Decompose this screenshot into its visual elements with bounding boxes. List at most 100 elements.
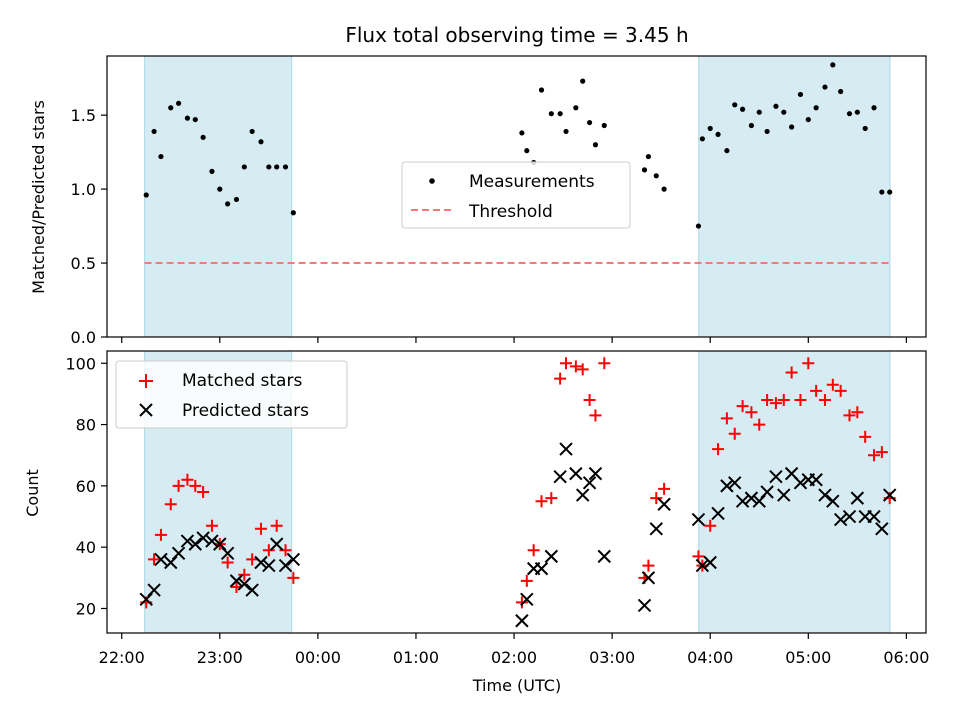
top-measurements-point [887,189,893,195]
bottom-matched-stars-point [181,473,194,486]
bottom-matched-stars-point [576,363,589,376]
bottom-predicted-stars-point [196,531,210,545]
bottom-matched-stars-point [736,400,749,413]
bottom-predicted-stars-point [220,546,235,561]
bottom-matched-stars-point [720,412,733,425]
top-measurements-point [168,105,174,111]
top-measurements-point [601,122,607,129]
bottom-matched-stars-point [554,372,567,385]
x-tick-label: 02:00 [491,648,537,667]
bottom-predicted-stars-point [703,555,717,570]
bottom-predicted-stars-point [769,469,783,484]
top-measurements-point [838,88,844,95]
bottom-predicted-stars-point [637,598,652,613]
top-measurements-point [797,91,804,98]
top-measurements-point [200,134,206,140]
bottom-predicted-stars-point [867,509,881,524]
bottom-predicted-stars-point [544,549,559,564]
x-tick-label: 22:00 [99,648,145,667]
top-measurements-point [592,142,599,148]
bottom-predicted-stars-point [711,506,725,521]
bottom-predicted-stars-point [744,491,759,505]
bottom-matched-stars-point [515,596,528,609]
top-shaded-region [698,55,891,338]
bottom-predicted-stars-point [154,552,168,567]
bottom-matched-stars-point [859,430,872,443]
bottom-legend: Matched stars Predicted stars [115,360,348,429]
x-tick-label: 00:00 [295,648,341,667]
top-measurements-point [586,119,593,126]
bottom-predicted-stars-point [720,479,734,493]
top-measurements-point [645,153,652,160]
top-axes-frame [106,55,927,338]
bottom-predicted-stars-point [833,512,848,527]
bottom-matched-stars-point [728,427,741,440]
bottom-matched-stars-point [154,528,167,541]
bottom-predicted-stars-point [818,488,832,502]
top-measurements-point [830,62,836,68]
bottom-matched-stars-point [650,492,663,505]
bottom-predicted-stars-point [569,466,583,481]
top-measurements-point [661,186,667,192]
top-measurements-point [739,106,746,112]
top-measurements-point [217,186,223,192]
legend-matched-label: Matched stars [182,371,302,391]
top-measurements-point [879,189,885,195]
top-measurements-point [563,128,569,135]
bottom-matched-stars-point [642,559,655,572]
bottom-predicted-stars-point [147,583,161,597]
bottom-predicted-stars-point [559,442,573,456]
bottom-matched-stars-point [270,519,283,532]
x-axis-label: Time (UTC) [472,676,561,695]
bottom-matched-stars-point [745,406,758,419]
bottom-matched-stars-point [172,479,185,492]
bottom-matched-stars-point [851,406,864,419]
bottom-predicted-stars-point [735,494,750,508]
legend-threshold-label: Threshold [468,202,553,222]
top-legend: Measurements Threshold [401,161,631,229]
top-measurements-point [695,223,702,229]
top-measurements-point [143,192,149,198]
bottom-matched-stars-point [205,519,218,532]
top-measurements-point [258,139,264,145]
bottom-matched-stars-point [560,357,573,370]
bottom-matched-stars-point [826,378,839,391]
bottom-predicted-stars-point [553,469,567,484]
bottom-predicted-stars-point [826,494,840,508]
bottom-matched-stars-point [221,556,234,569]
bottom-matched-stars-point [583,394,596,407]
bottom-predicted-stars-point [262,558,276,573]
bottom-predicted-stars-point [760,485,774,499]
bottom-matched-stars-point [545,492,558,505]
top-measurements-point [707,125,713,132]
bottom-predicted-stars-point [875,522,889,536]
bottom-y-tick-label: 100 [65,354,96,373]
top-measurements-point [290,210,296,216]
x-tick-label: 05:00 [785,648,831,667]
bottom-predicted-stars-point [534,561,549,576]
x-tick-label: 01:00 [393,648,439,667]
bottom-predicted-stars-point [657,497,671,511]
x-tick-label: 06:00 [883,648,929,667]
top-measurements-point [538,87,545,93]
legend-predicted-label: Predicted stars [182,401,309,421]
top-measurements-point [748,122,755,129]
top-measurements-point [724,148,730,154]
top-measurements-point [781,109,787,115]
top-y-tick-label: 0.5 [71,254,96,273]
bottom-matched-stars-point [238,568,251,581]
bottom-matched-stars-point [777,394,790,407]
top-measurements-point [209,168,215,174]
top-measurements-point [249,128,255,135]
bottom-predicted-stars-point [883,488,897,502]
top-measurements-point [862,125,868,132]
legend-matched-marker [139,374,153,388]
bottom-matched-stars-point [569,360,582,373]
bottom-matched-stars-point [262,544,275,557]
top-measurements-point [871,105,877,111]
top-measurements-point [519,130,525,136]
bottom-predicted-stars-point [520,592,534,606]
top-measurements-point [176,100,182,106]
legend-measurements-label: Measurements [469,172,595,192]
bottom-matched-stars-point [658,482,671,495]
